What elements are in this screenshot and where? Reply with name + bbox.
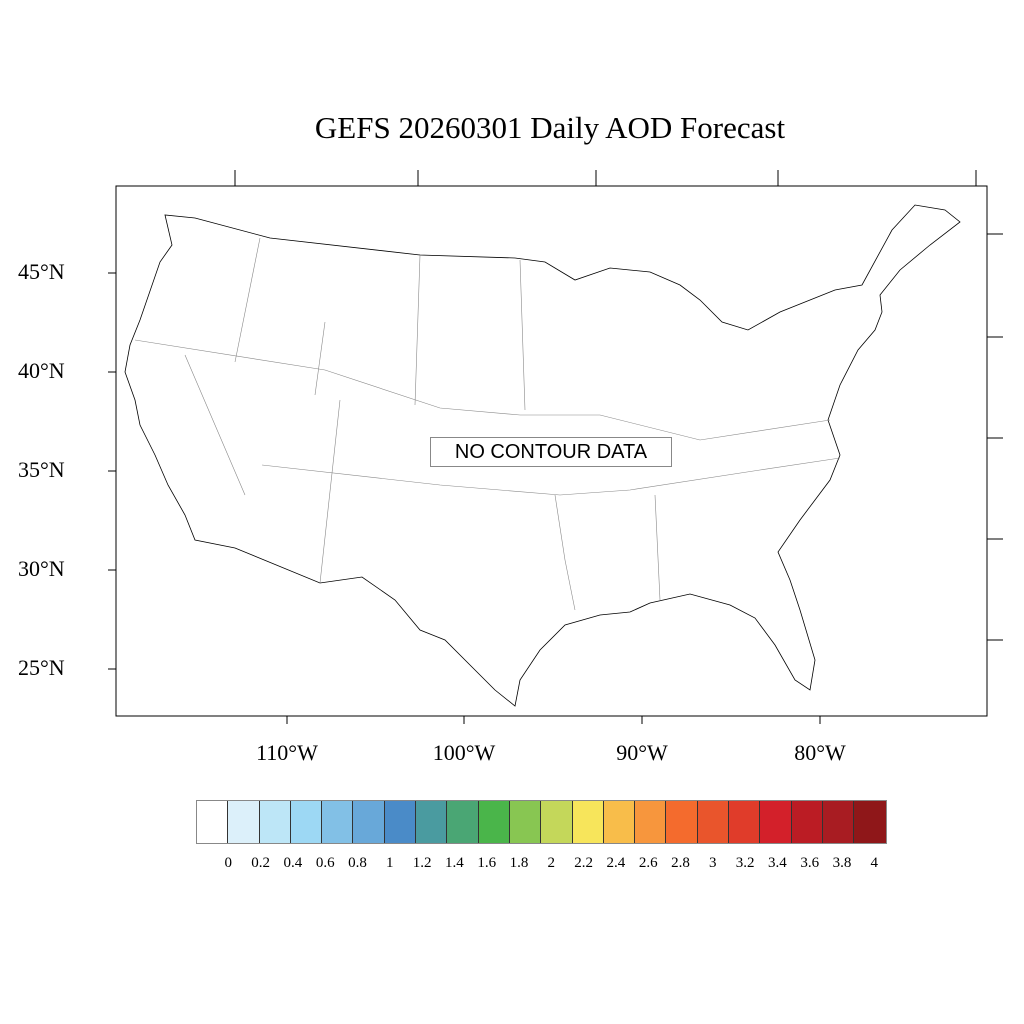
colorbar-label: 2.6	[638, 855, 658, 871]
colorbar-label: 1.4	[445, 855, 464, 871]
colorbar-label: 2	[547, 855, 556, 871]
lat-label: 45°N	[18, 259, 65, 284]
colorbar-swatch	[729, 801, 761, 843]
map-title: GEFS 20260301 Daily AOD Forecast	[314, 110, 786, 145]
lon-label: 100°W	[432, 740, 496, 765]
colorbar-swatch	[791, 801, 823, 843]
colorbar-label: 3.2	[735, 855, 755, 871]
lat-label: 25°N	[18, 655, 65, 680]
colorbar-swatch	[322, 801, 354, 843]
colorbar-swatch	[197, 801, 229, 843]
colorbar-label: 3	[709, 855, 717, 871]
colorbar-label: 1	[386, 855, 394, 871]
lat-label: 35°N	[18, 457, 65, 482]
colorbar-swatch	[509, 801, 542, 843]
colorbar-label: 1.8	[509, 855, 529, 871]
colorbar-swatch	[666, 801, 698, 843]
axis-ticks	[108, 170, 1003, 724]
colorbar-swatch	[416, 801, 448, 843]
colorbar-label: 3.8	[832, 855, 852, 871]
colorbar-label: 0.8	[348, 855, 367, 871]
colorbar-swatch	[603, 801, 636, 843]
lat-label: 30°N	[18, 556, 65, 581]
state-boundaries	[134, 237, 841, 611]
colorbar-swatch	[228, 801, 260, 843]
colorbar-swatch	[353, 801, 385, 843]
colorbar-swatch	[478, 801, 510, 843]
lat-label: 40°N	[18, 358, 65, 383]
colorbar-label: 3.4	[768, 855, 787, 871]
colorbar-swatch	[760, 801, 792, 843]
colorbar-label: 1.2	[412, 855, 432, 871]
colorbar-swatch	[635, 801, 667, 843]
colorbar-swatch	[572, 801, 604, 843]
colorbar-label: 1.6	[477, 855, 497, 871]
colorbar-label: 4	[870, 855, 879, 871]
colorbar-label: 2.2	[574, 855, 593, 871]
colorbar-swatch	[447, 801, 479, 843]
lon-label: 110°W	[256, 740, 318, 765]
colorbar-label: 2.4	[606, 855, 626, 871]
map-border	[115, 185, 988, 717]
no-contour-data-label: NO CONTOUR DATA	[430, 437, 672, 467]
colorbar-swatch	[541, 801, 573, 843]
colorbar-label: 0.4	[283, 855, 303, 871]
colorbar-swatch	[854, 801, 886, 843]
colorbar	[196, 800, 887, 844]
colorbar-swatch	[697, 801, 730, 843]
colorbar-swatch	[822, 801, 855, 843]
colorbar-label: 0.6	[315, 855, 335, 871]
colorbar-label: 0	[224, 855, 233, 871]
lon-label: 80°W	[794, 740, 846, 765]
colorbar-swatch	[259, 801, 291, 843]
colorbar-swatch	[384, 801, 417, 843]
coastline-outline	[124, 204, 961, 707]
colorbar-swatch	[290, 801, 323, 843]
lon-label: 90°W	[616, 740, 668, 765]
colorbar-label: 2.8	[671, 855, 690, 871]
colorbar-label: 3.6	[800, 855, 820, 871]
colorbar-label: 0.2	[251, 855, 270, 871]
